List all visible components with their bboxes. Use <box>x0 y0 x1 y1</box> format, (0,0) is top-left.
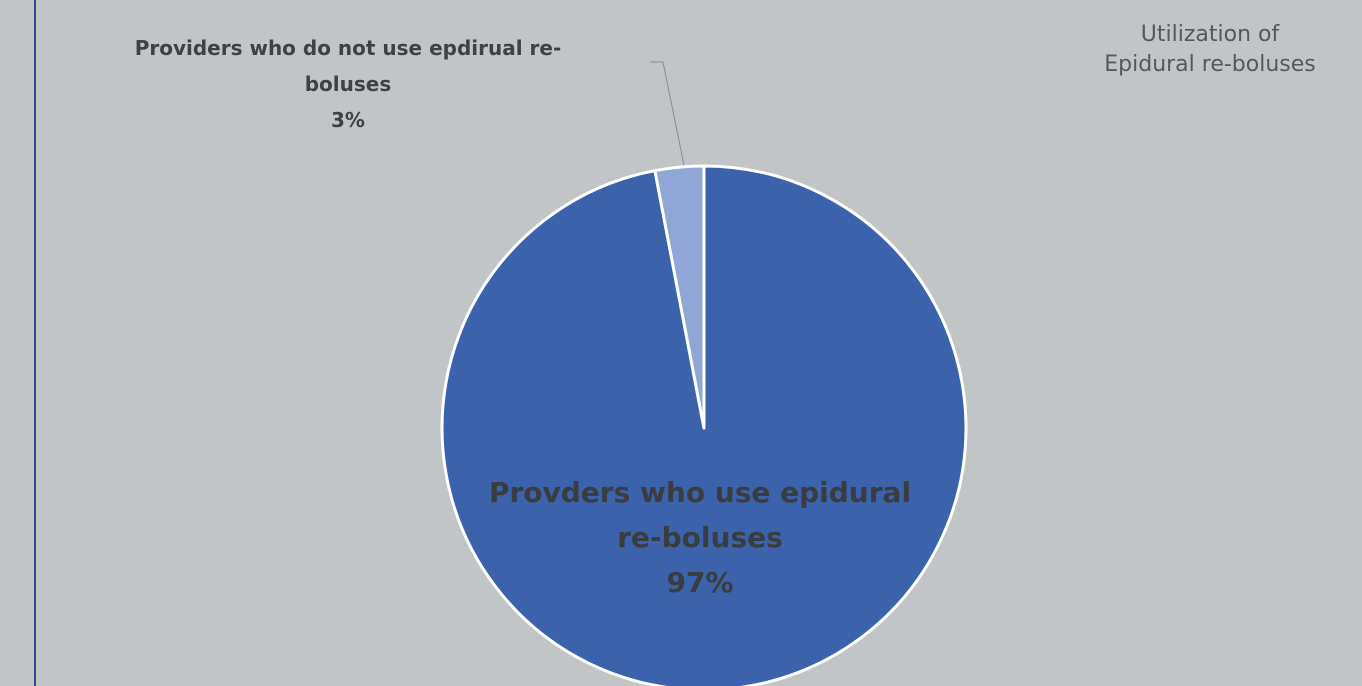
pie-slices <box>440 164 968 686</box>
pie-slice-users <box>440 164 968 686</box>
slice-label-non-users-line-1: Providers who do not use epdirual re- <box>134 36 562 60</box>
slice-pct-users: 97% <box>666 566 734 599</box>
slice-label-users: Provders who use epidural re-boluses 97% <box>440 470 960 605</box>
chart-title: Utilization of Epidural re-boluses <box>1060 20 1360 80</box>
slice-label-users-line-2: re-boluses <box>617 521 783 554</box>
slice-pct-non-users: 3% <box>331 108 365 132</box>
pie-slice-non-users <box>653 164 706 430</box>
slice-label-users-line-1: Provders who use epidural <box>488 476 912 509</box>
chart-title-line-2: Epidural re-boluses <box>1104 52 1316 77</box>
chart-left-border <box>34 0 36 686</box>
chart-title-line-1: Utilization of <box>1140 22 1280 47</box>
slice-label-non-users: Providers who do not use epdirual re- bo… <box>48 30 648 138</box>
slice-label-non-users-line-2: boluses <box>304 72 392 96</box>
leader-line <box>650 61 685 166</box>
